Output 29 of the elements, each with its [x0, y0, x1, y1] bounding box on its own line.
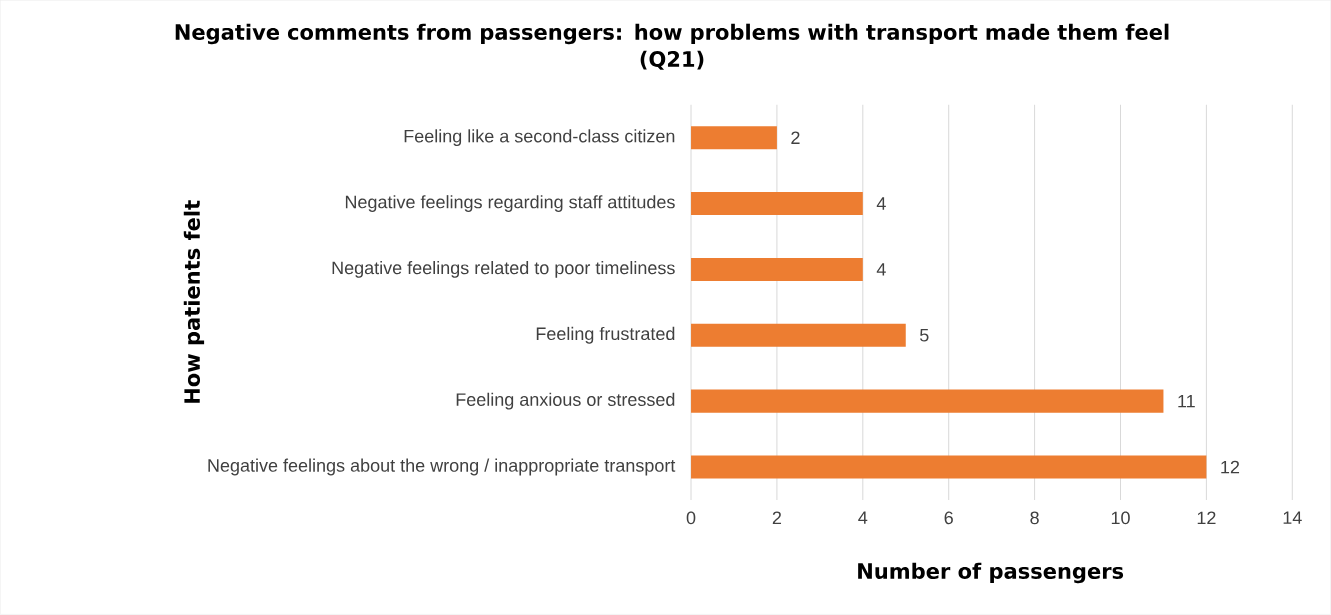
y-tick-label: Negative feelings related to poor timeliness: [332, 261, 675, 278]
data-label: 4: [876, 263, 886, 276]
data-label: 11: [1178, 395, 1195, 408]
bar: [691, 126, 777, 150]
y-tick-label: Negative feelings regarding staff attitudes: [345, 195, 675, 213]
bar: [691, 455, 1207, 479]
data-label: 5: [920, 329, 929, 342]
bar: [691, 389, 1164, 413]
data-label: 12: [1221, 460, 1240, 474]
bar: [691, 192, 863, 216]
bar: [691, 323, 906, 347]
bar: [691, 258, 863, 282]
data-label: 2: [791, 131, 800, 145]
data-label: 4: [876, 197, 886, 210]
x-tick-label: 2: [772, 511, 782, 525]
x-tick-label: 14: [1283, 511, 1302, 525]
x-tick-label: 0: [686, 511, 696, 525]
y-tick-label: Feeling like a second-class citizen: [404, 129, 675, 147]
x-tick-label: 4: [858, 511, 868, 525]
x-tick-label: 10: [1111, 511, 1130, 525]
y-tick-label: Feeling anxious or stressed: [456, 392, 675, 410]
y-tick-label: Feeling frustrated: [536, 327, 675, 344]
x-tick-label: 8: [1030, 511, 1039, 525]
x-tick-label: 6: [944, 511, 953, 525]
x-axis-title: Number of passengers: [858, 562, 1124, 584]
chart-title: Negative comments from passengers: how problems with transport made them feel (Q21): [175, 23, 1169, 70]
y-tick-label: Negative feelings about the wrong / inappropriate transport: [208, 458, 676, 476]
y-axis-title: How patients felt: [183, 200, 205, 404]
x-tick-label: 12: [1197, 511, 1216, 525]
